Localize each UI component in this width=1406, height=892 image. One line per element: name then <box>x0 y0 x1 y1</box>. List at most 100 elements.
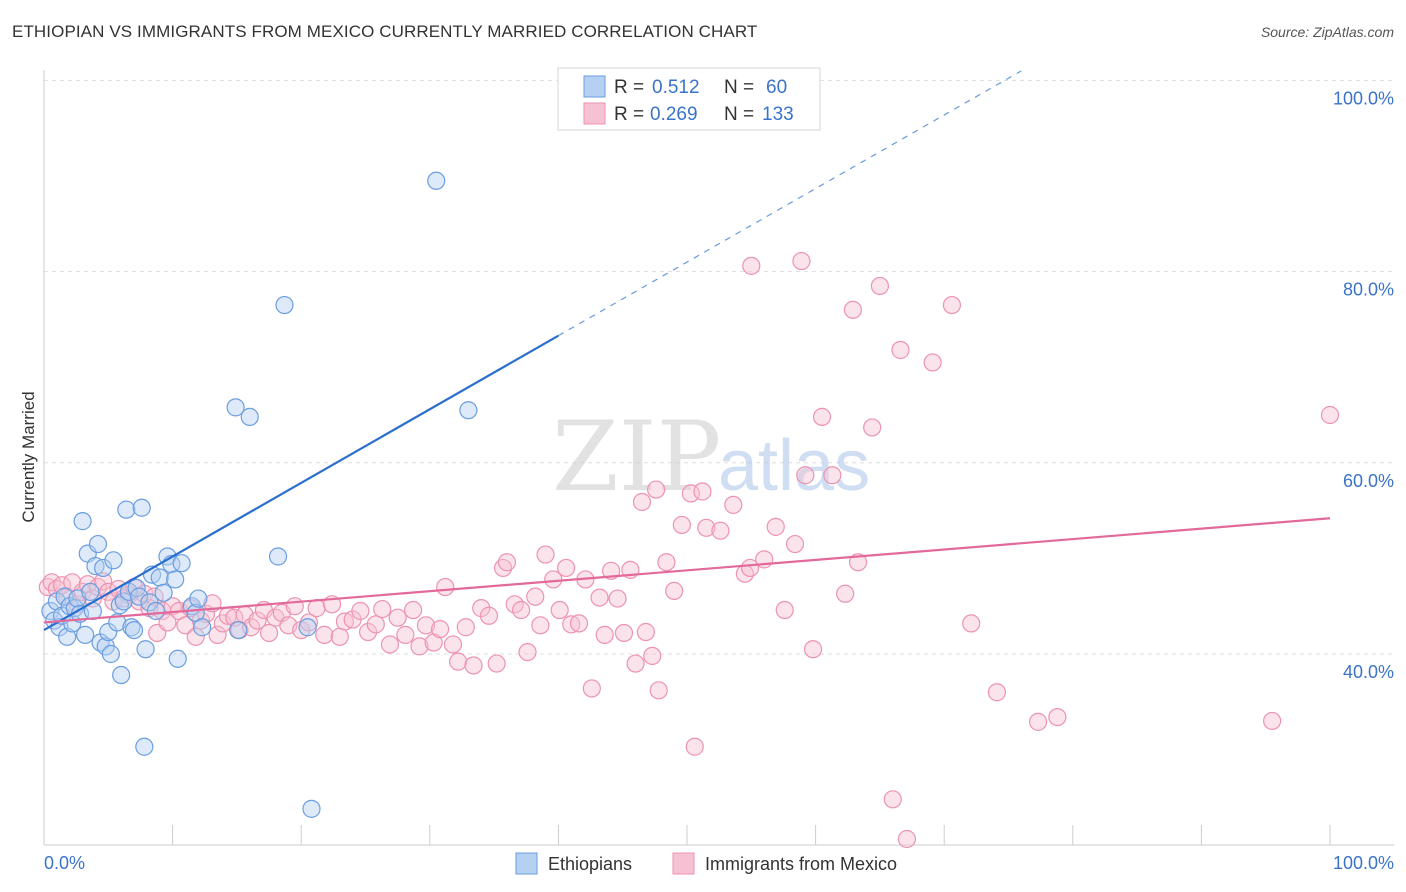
mexico-point <box>891 340 910 360</box>
ethiopian-point <box>193 618 212 637</box>
mexico-point <box>843 300 862 319</box>
mexico-point <box>697 518 716 537</box>
stats-n-ethiopians: 60 <box>766 77 787 98</box>
stats-r-ethiopians: 0.512 <box>652 77 700 98</box>
ethiopian-point <box>229 620 248 640</box>
legend-swatch-mexico <box>672 852 695 875</box>
mexico-point <box>595 625 614 644</box>
mexico-point <box>1320 405 1340 425</box>
trend-lines <box>43 70 1331 632</box>
mexico-point <box>512 600 531 620</box>
mexico-point <box>626 654 645 673</box>
mexico-point <box>836 584 855 603</box>
x-tick-label-min: 0.0% <box>44 853 85 873</box>
y-tick-label: 40.0% <box>1343 662 1394 682</box>
mexico-point <box>464 656 483 675</box>
mexico-point <box>550 600 569 620</box>
ethiopian-point <box>172 554 191 573</box>
ethiopian-point <box>427 171 446 190</box>
ethiopian-point <box>104 551 123 570</box>
ethiopian-point <box>101 644 120 664</box>
mexico-point <box>848 553 868 572</box>
stats-swatch-ethiopians <box>583 75 606 98</box>
mexico-point <box>436 577 455 597</box>
mexico-point <box>766 517 785 536</box>
mexico-point <box>590 588 609 607</box>
mexico-point <box>186 627 205 646</box>
mexico-point <box>883 790 902 809</box>
trend-line-ethiopians-extension <box>558 70 1022 337</box>
mexico-point <box>632 492 652 512</box>
mexico-point <box>410 637 429 656</box>
mexico-point <box>388 608 407 627</box>
mexico-point <box>796 466 815 485</box>
stats-swatch-mexico <box>583 102 606 125</box>
ethiopian-point <box>76 625 95 644</box>
mexico-point <box>643 646 662 666</box>
mexico-point <box>416 616 436 635</box>
stats-r-mexico: 0.269 <box>650 104 698 125</box>
mexico-point <box>396 625 415 644</box>
ethiopian-point <box>150 568 169 587</box>
ethiopian-point <box>240 407 259 427</box>
ethiopian-point <box>226 398 245 417</box>
mexico-point <box>569 614 589 633</box>
mexico-point <box>526 587 545 606</box>
mexico-point <box>518 642 537 662</box>
mexico-point <box>672 515 691 535</box>
mexico-point <box>358 622 378 642</box>
ethiopian-point <box>132 498 151 517</box>
mexico-point <box>649 681 668 700</box>
trend-line-mexico <box>43 517 1331 624</box>
ethiopian-point <box>135 737 154 756</box>
mexico-point <box>315 625 334 644</box>
stats-r-label-mexico: R = <box>614 104 644 125</box>
ethiopian-point <box>136 640 155 659</box>
mexico-point <box>208 625 227 644</box>
mexico-point <box>685 737 704 756</box>
legend-swatch-ethiopians <box>515 852 538 875</box>
y-axis-label: Currently Married <box>19 391 38 522</box>
mexico-point <box>614 623 634 643</box>
mexico-point <box>647 480 666 499</box>
stats-n-label-ethiopians: N = <box>724 77 754 98</box>
mexico-point <box>443 635 463 654</box>
ethiopian-point <box>117 500 136 519</box>
stats-n-mexico: 133 <box>762 104 794 125</box>
ethiopian-point <box>58 627 77 646</box>
mexico-point <box>403 600 423 620</box>
mexico-point <box>94 572 113 591</box>
stats-r-label-ethiopians: R = <box>614 77 644 98</box>
mexico-point <box>285 597 304 616</box>
ethiopian-point <box>112 665 131 685</box>
mexico-point <box>307 599 326 618</box>
mexico-point <box>962 614 981 633</box>
series-mexico-points <box>38 251 1340 849</box>
ethiopian-point <box>122 618 141 637</box>
mexico-point <box>724 495 743 514</box>
mexico-point <box>456 618 475 637</box>
y-tick-label: 60.0% <box>1343 471 1394 491</box>
mexico-point <box>792 251 811 271</box>
mexico-point <box>1263 711 1282 731</box>
mexico-point <box>145 587 164 606</box>
series-ethiopians-points <box>41 171 478 818</box>
ethiopian-point <box>459 401 478 420</box>
mexico-point <box>693 482 712 501</box>
mexico-point <box>711 521 730 540</box>
legend-label-mexico: Immigrants from Mexico <box>705 854 897 874</box>
mexico-point <box>657 553 676 572</box>
mexico-point <box>803 640 823 659</box>
mexico-point <box>430 620 450 639</box>
mexico-point <box>487 654 506 673</box>
mexico-point <box>366 615 385 634</box>
stats-n-label-mexico: N = <box>724 104 754 125</box>
mexico-point <box>1028 712 1048 731</box>
ethiopian-point <box>189 589 208 608</box>
source-label: Source: ZipAtlas.com <box>1260 24 1394 40</box>
axes <box>43 70 1394 846</box>
mexico-point <box>870 276 890 296</box>
mexico-point <box>351 601 370 621</box>
legend-label-ethiopians: Ethiopians <box>548 854 632 874</box>
